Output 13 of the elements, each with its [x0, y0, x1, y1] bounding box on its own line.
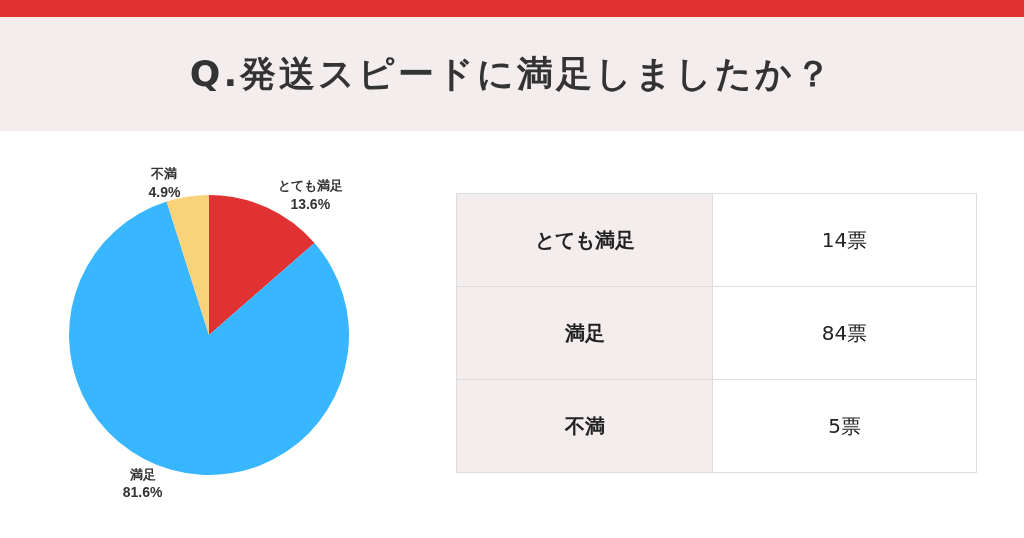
text: 14票	[712, 193, 977, 287]
category-label: 不満	[564, 413, 605, 438]
text: 5票	[712, 379, 977, 473]
category-label: とても満足	[534, 227, 635, 252]
slice-label: 不満	[150, 166, 178, 182]
text: 84票	[712, 286, 977, 380]
text: Q.発送スピードに満足しましたか？	[189, 51, 835, 96]
data-label: 13.6%	[290, 195, 331, 212]
slice-label: とても満足	[277, 178, 343, 194]
data-label: 4.9%	[148, 183, 181, 200]
category-label: 満足	[564, 320, 605, 345]
slice-label: 満足	[128, 466, 156, 482]
data-label: 81.6%	[122, 484, 164, 501]
